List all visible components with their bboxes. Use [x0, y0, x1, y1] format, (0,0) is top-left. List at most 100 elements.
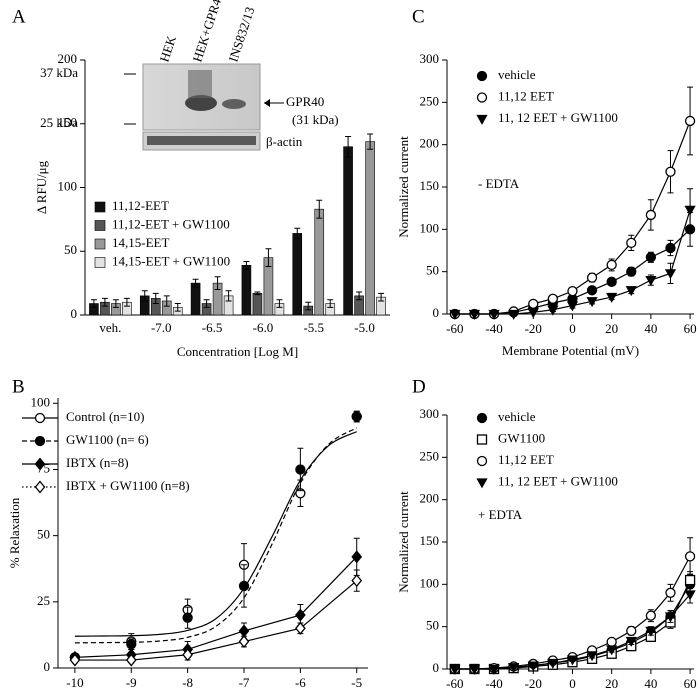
- point: [626, 266, 637, 277]
- series-line: [74, 556, 358, 659]
- point: [547, 305, 559, 316]
- y-tick-label: 100: [420, 220, 440, 235]
- error-bar: [378, 292, 385, 302]
- point: [606, 292, 618, 303]
- error-bar: [327, 299, 334, 308]
- y-tick-label: 100: [31, 394, 51, 409]
- panel-label: C: [412, 6, 425, 27]
- point: [238, 624, 250, 638]
- point: [182, 612, 193, 623]
- x-tick-label: veh.: [99, 320, 121, 335]
- point: [238, 635, 250, 649]
- point: [645, 209, 657, 221]
- error-bar: [174, 303, 181, 312]
- point: [626, 237, 637, 249]
- y-tick-label: 0: [433, 305, 440, 320]
- point: [547, 293, 559, 304]
- x-tick-label: -60: [446, 321, 463, 336]
- bar: [252, 293, 263, 316]
- error-bar: [316, 199, 323, 219]
- y-tick-label: 50: [426, 263, 439, 278]
- legend-label: 11,12 EET: [498, 88, 554, 103]
- legend-marker: [476, 478, 488, 489]
- point: [625, 286, 637, 297]
- point: [351, 411, 362, 422]
- x-tick-label: -10: [66, 675, 83, 690]
- blot-label: GPR40: [286, 94, 324, 109]
- legend-label: vehicle: [498, 67, 536, 82]
- y-tick-label: 50: [64, 242, 77, 257]
- error-bar: [141, 290, 148, 302]
- x-tick-label: -7.0: [151, 320, 172, 335]
- smear: [188, 70, 212, 98]
- legend-swatch: [94, 220, 106, 231]
- bar: [314, 208, 325, 316]
- point: [547, 658, 559, 669]
- point: [664, 269, 677, 280]
- legend-marker: [34, 457, 46, 471]
- bar: [241, 264, 252, 316]
- legend-marker: [34, 480, 46, 494]
- x-tick-label: -6.5: [202, 320, 223, 335]
- point: [567, 285, 578, 297]
- point: [586, 272, 598, 283]
- lane-label: HEK: [156, 33, 179, 64]
- legend-swatch: [94, 201, 106, 213]
- point: [69, 653, 81, 667]
- point: [606, 645, 618, 656]
- error-bar: [294, 227, 301, 239]
- point: [468, 664, 481, 675]
- legend-label: GW1100 (n= 6): [66, 432, 149, 447]
- lane-label: HEK+GPR40: [189, 0, 226, 64]
- point: [645, 252, 657, 263]
- error-bar: [152, 292, 159, 305]
- point: [684, 115, 696, 127]
- legend-marker: [476, 455, 488, 467]
- point: [626, 625, 637, 637]
- error-bar: [243, 260, 250, 270]
- y-tick-label: 150: [58, 115, 78, 130]
- point: [684, 574, 696, 586]
- x-tick-label: -40: [485, 676, 502, 691]
- legend-label: IBTX (n=8): [66, 455, 129, 470]
- blot-marker: 37 kDa: [40, 65, 78, 80]
- error-bar: [345, 136, 352, 158]
- legend-marker: [476, 92, 488, 103]
- point: [665, 166, 676, 177]
- y-tick-label: 250: [420, 93, 440, 108]
- annotation: - EDTA: [478, 176, 520, 191]
- legend-label: 11,12-EET: [112, 198, 169, 213]
- point: [645, 275, 657, 286]
- y-tick-label: 200: [420, 491, 440, 506]
- legend-label: 11,12-EET + GW1100: [112, 216, 230, 231]
- band: [222, 99, 246, 109]
- panel-label: A: [12, 6, 26, 27]
- point: [684, 590, 696, 601]
- point: [664, 612, 677, 623]
- legend-label: 11, 12 EET + GW1100: [498, 110, 618, 125]
- error-bar: [225, 290, 232, 302]
- y-axis-label: % Relaxation: [7, 497, 22, 568]
- point: [665, 242, 676, 254]
- legend-swatch: [94, 238, 106, 250]
- point: [528, 298, 539, 309]
- x-tick-label: 40: [644, 321, 657, 336]
- panel-label: D: [412, 376, 426, 397]
- y-tick-label: 200: [420, 136, 440, 151]
- legend-label: vehicle: [498, 409, 536, 424]
- fit-curve: [74, 427, 358, 644]
- point: [508, 309, 520, 320]
- y-tick-label: 150: [420, 533, 440, 548]
- point: [449, 309, 461, 320]
- y-tick-label: 50: [426, 618, 439, 633]
- y-tick-label: 100: [58, 178, 78, 193]
- x-tick-label: 0: [569, 676, 576, 691]
- band: [185, 95, 217, 111]
- error-bar: [203, 299, 210, 308]
- error-bar: [367, 133, 374, 150]
- point: [606, 276, 617, 287]
- error-bar: [101, 297, 108, 307]
- blot-marker: 25 kDa: [40, 115, 78, 130]
- legend-label: 11,12 EET: [498, 452, 554, 467]
